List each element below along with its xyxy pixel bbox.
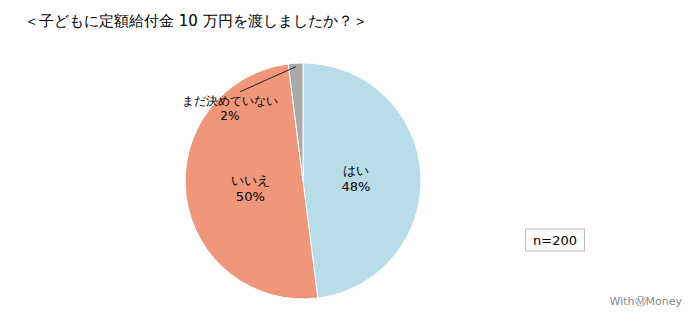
html-text:WithⓂMoney: WithⓂMoney: [609, 295, 682, 308]
html-text:n=200: n=200: [533, 232, 577, 248]
svg-text:いいえ50%: いいえ50%: [231, 173, 270, 204]
svg-text:まだ決めていない2%: まだ決めていない2%: [182, 94, 278, 122]
svg-text:はい48%: はい48%: [342, 163, 371, 194]
html-text:＜子どもに定額給付金 10 万円を渡しましたか？＞: ＜子どもに定額給付金 10 万円を渡しましたか？＞: [24, 12, 368, 30]
